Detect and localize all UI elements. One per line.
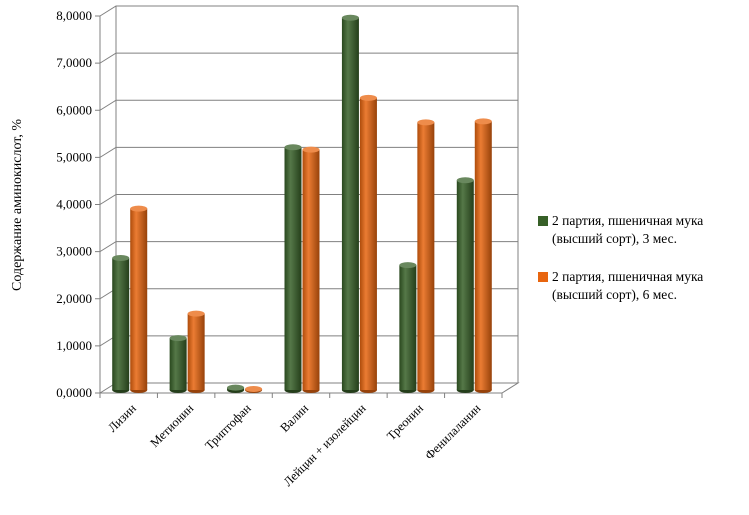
gridline xyxy=(99,5,518,17)
bar xyxy=(112,255,130,393)
bar xyxy=(169,335,187,393)
y-tick-label: 0,0000 xyxy=(56,385,92,400)
x-category-label: Лизин xyxy=(105,401,139,435)
gridline xyxy=(99,194,518,205)
y-tick-label: 3,0000 xyxy=(56,244,92,259)
gridline xyxy=(99,99,518,111)
legend-swatch-series-2 xyxy=(538,272,548,282)
legend-swatch-series-1 xyxy=(538,216,548,226)
bar xyxy=(399,262,417,393)
y-axis-tick-labels: 0,0000 1,0000 2,0000 3,0000 4,0000 5,0000 6,00… xyxy=(56,8,92,400)
bar xyxy=(284,144,302,393)
legend-item-series-2: 2 партия, пшеничная мука (высший сорт), … xyxy=(538,268,749,304)
y-tick-label: 2,0000 xyxy=(56,291,92,306)
bar xyxy=(359,94,377,393)
bar xyxy=(227,384,245,393)
y-axis-label: Содержание аминокислот, % xyxy=(10,119,25,291)
legend-label-series-2: 2 партия, пшеничная мука (высший сорт), … xyxy=(552,269,704,302)
bar xyxy=(341,14,359,393)
bar xyxy=(474,118,492,393)
legend-label-series-1: 2 партия, пшеничная мука (высший сорт), … xyxy=(552,213,704,246)
x-category-label: Валин xyxy=(277,401,311,435)
legend-item-series-1: 2 партия, пшеничная мука (высший сорт), … xyxy=(538,212,749,248)
gridline xyxy=(99,241,518,253)
bar xyxy=(456,177,474,393)
x-category-label: Фенилаланин xyxy=(422,401,483,462)
bar xyxy=(245,386,263,393)
gridline xyxy=(99,146,518,158)
bar xyxy=(187,310,205,393)
bar xyxy=(417,119,435,393)
x-category-label: Метионин xyxy=(147,401,196,450)
y-tick-label: 5,0000 xyxy=(56,149,92,164)
x-category-label: Триптофан xyxy=(202,401,254,453)
x-category-label: Треонин xyxy=(384,401,426,443)
bar xyxy=(302,146,320,393)
bar xyxy=(130,205,148,393)
y-tick-label: 7,0000 xyxy=(56,55,92,70)
gridline xyxy=(99,52,518,64)
y-tick-label: 4,0000 xyxy=(56,197,92,212)
y-tick-label: 1,0000 xyxy=(56,338,92,353)
bars xyxy=(112,14,492,393)
y-tick-label: 8,0000 xyxy=(56,8,92,23)
y-tick-label: 6,0000 xyxy=(56,102,92,117)
